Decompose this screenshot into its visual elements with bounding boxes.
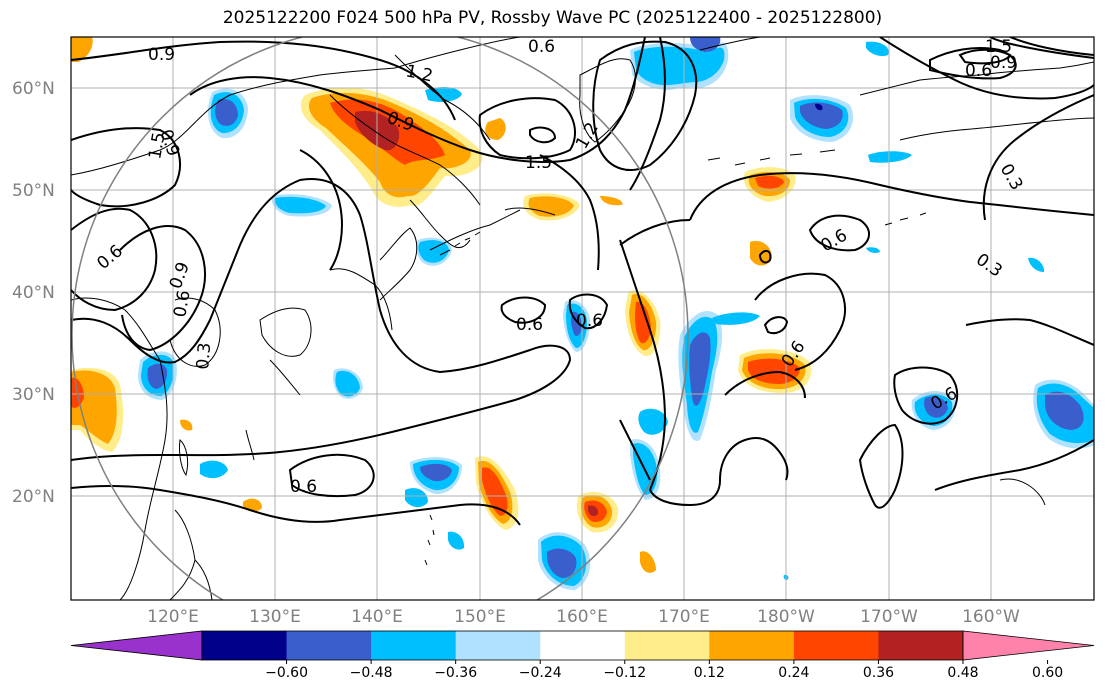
colorbar-tick-label: 0.60 <box>1032 665 1063 681</box>
colorbar-extend-low <box>70 630 203 661</box>
contour-label: 0.9 <box>990 53 1017 73</box>
lat-label: 40°N <box>12 283 55 303</box>
colorbar-segment <box>624 631 710 660</box>
lat-label: 50°N <box>12 181 55 201</box>
contour-label: 1.5 <box>145 131 169 161</box>
longitude-labels: 120°E 130°E 140°E 150°E 160°E 170°E 180°… <box>147 607 1020 627</box>
lon-label: 160°E <box>556 607 608 627</box>
colorbar-tick-label: 0.12 <box>694 665 725 681</box>
lon-label: 170°E <box>658 607 710 627</box>
contour-label: 0.6 <box>965 61 992 81</box>
colorbar-segment <box>202 631 288 660</box>
colorbar-tick-label: −0.48 <box>350 665 393 681</box>
graticule <box>71 37 1094 600</box>
pv-contours <box>71 37 1094 526</box>
map-title: 2025122200 F024 500 hPa PV, Rossby Wave … <box>222 8 883 28</box>
colorbar-tick-label: 0.24 <box>778 665 809 681</box>
colorbar-frame <box>201 630 964 661</box>
colorbar-segment <box>371 631 457 660</box>
contour-label: 1.5 <box>525 153 552 173</box>
colorbar: −0.60 −0.48 −0.36 −0.24 −0.12 0.12 0.24 0.36 0.4… <box>70 630 1095 681</box>
colorbar-segment <box>455 631 541 660</box>
lon-label: 180°W <box>757 607 815 627</box>
lon-label: 160°W <box>962 607 1020 627</box>
colorbar-segment <box>793 631 879 660</box>
colorbar-tick-label: −0.24 <box>519 665 562 681</box>
lon-label: 120°E <box>147 607 199 627</box>
colorbar-segment <box>709 631 795 660</box>
latitude-labels: 60°N 50°N 40°N 30°N 20°N <box>12 79 55 507</box>
contour-label: 0.6 <box>170 289 194 319</box>
contour-label: 0.6 <box>290 477 317 497</box>
colorbar-segment <box>878 631 964 660</box>
lat-label: 60°N <box>12 79 55 99</box>
positive-pv-shading <box>71 37 812 573</box>
lon-label: 130°E <box>249 607 301 627</box>
colorbar-tick-label: −0.12 <box>603 665 646 681</box>
colorbar-tick-label: 0.36 <box>863 665 894 681</box>
colorbar-tick-label: −0.36 <box>434 665 477 681</box>
contour-label: 0.6 <box>516 315 543 335</box>
lon-label: 170°W <box>860 607 918 627</box>
lat-label: 20°N <box>12 487 55 507</box>
lon-label: 140°E <box>351 607 403 627</box>
colorbar-tick-label: 0.48 <box>947 665 978 681</box>
coastlines <box>71 37 1094 600</box>
reference-circle <box>71 37 689 600</box>
contour-label: 0.6 <box>576 311 603 331</box>
lon-label: 150°E <box>454 607 506 627</box>
contour-label: 0.9 <box>148 45 175 65</box>
colorbar-segment <box>540 631 626 660</box>
colorbar-tick-label: −0.60 <box>265 665 308 681</box>
map-frame <box>70 36 1095 601</box>
lat-label: 30°N <box>12 385 55 405</box>
colorbar-extend-high <box>962 630 1095 661</box>
colorbar-segment <box>286 631 372 660</box>
contour-label: 1.5 <box>985 37 1012 57</box>
contour-label: 0.6 <box>528 37 555 57</box>
contour-label: 0.3 <box>193 342 215 371</box>
